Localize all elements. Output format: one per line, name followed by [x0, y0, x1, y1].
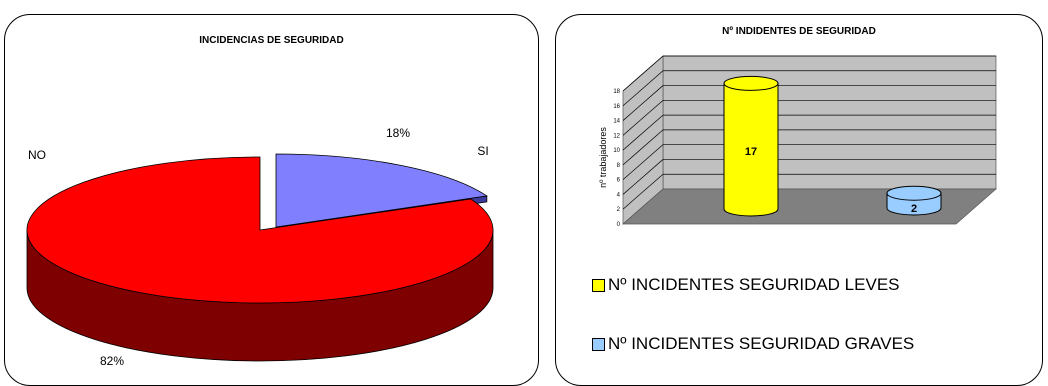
- legend-label-graves: Nº INCIDENTES SEGURIDAD GRAVES: [608, 334, 915, 353]
- bar-1: 2: [886, 185, 942, 216]
- bar-chart-back-wall: [662, 55, 997, 190]
- pie-label-si: SI: [477, 144, 488, 158]
- gridline-side: [622, 144, 664, 180]
- bar-chart: 0 2 4 6 8 10 12 14 16 18 nº trabajadores 17 2: [598, 55, 997, 228]
- pie-slice-si: [275, 153, 488, 228]
- y-tick-label: 6: [617, 178, 621, 184]
- y-tick-label: 18: [613, 89, 620, 95]
- y-tick-label: 16: [613, 104, 620, 110]
- gridline-side: [622, 55, 664, 92]
- gridline-side: [622, 173, 664, 210]
- gridline-side: [622, 114, 664, 151]
- y-tick-label: 12: [613, 133, 620, 139]
- pie-chart-title: INCIDENCIAS DE SEGURIDAD: [199, 35, 344, 46]
- legend-item-graves: Nº INCIDENTES SEGURIDAD GRAVES: [592, 334, 914, 354]
- pie-label-no: NO: [28, 148, 46, 162]
- y-tick-label: 2: [617, 207, 621, 213]
- pie-chart: NO SI 82% 18%: [26, 126, 494, 368]
- legend-swatch-graves: [592, 337, 605, 351]
- pie-chart-panel: INCIDENCIAS DE SEGURIDAD NO SI 82% 18%: [4, 14, 539, 386]
- y-tick-label: 10: [613, 148, 620, 154]
- y-tick-label: 14: [613, 119, 620, 125]
- bar-data-label-1: 2: [911, 203, 917, 215]
- pie-percent-no: 82%: [100, 354, 124, 368]
- bar-data-label-0: 17: [745, 146, 757, 158]
- bar-chart-panel: Nº INDIDENTES DE SEGURIDAD 0 2 4 6 8 10 12 14 16…: [555, 14, 1043, 386]
- bar-0: 17: [723, 75, 779, 217]
- y-axis-label: nº trabajadores: [598, 127, 608, 188]
- gridline-side: [622, 129, 664, 166]
- gridline-side: [622, 100, 664, 136]
- y-tick-label: 8: [617, 163, 621, 169]
- bar-top-0: [723, 75, 779, 91]
- legend-item-leves: Nº INCIDENTES SEGURIDAD LEVES: [592, 275, 900, 295]
- legend-swatch-leves: [592, 278, 605, 292]
- bar-body-0: [723, 82, 779, 217]
- gridline-side: [622, 85, 664, 121]
- y-tick-label: 0: [617, 222, 621, 228]
- y-tick-label: 4: [617, 192, 621, 198]
- gridline-side: [622, 70, 664, 107]
- gridline-side: [622, 159, 664, 195]
- pie-slice-no: [26, 156, 494, 304]
- bar-chart-title: Nº INDIDENTES DE SEGURIDAD: [722, 26, 876, 37]
- legend-label-leves: Nº INCIDENTES SEGURIDAD LEVES: [608, 275, 900, 294]
- bar-top-1: [886, 185, 942, 201]
- pie-percent-si: 18%: [386, 126, 410, 140]
